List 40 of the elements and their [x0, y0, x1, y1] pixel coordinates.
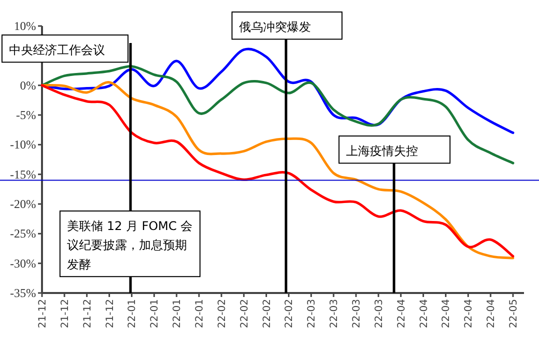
- note-box: 中央经济工作会议: [2, 34, 128, 63]
- x-tick-label: 22-04: [464, 299, 475, 328]
- y-tick-label: -15%: [10, 167, 36, 182]
- x-tick-label: 22-03: [306, 299, 318, 328]
- x-tick-label: 22-03: [352, 299, 362, 328]
- annotation: 俄乌冲突爆发: [239, 20, 311, 34]
- note-box: 俄乌冲突爆发: [232, 12, 342, 40]
- x-tick-label: 22-01: [127, 299, 138, 328]
- x-tick-label: 21-12: [60, 299, 71, 328]
- x-tick-label: 22-04: [486, 299, 498, 328]
- annotation: 美联储 12 月 FOMC 会议纪要披露，加息预期发酵: [67, 219, 193, 272]
- note-box: 上海疫情失控: [338, 136, 450, 164]
- x-tick-label: 22-04: [441, 299, 452, 328]
- x-tick-label: 22-05: [508, 299, 520, 328]
- y-tick-label: -30%: [10, 256, 36, 270]
- x-tick-label: 22-01: [150, 299, 161, 328]
- line-series: [40, 65, 514, 164]
- x-tick-label: 22-04: [418, 299, 430, 328]
- y-tick-label: -5%: [16, 108, 36, 122]
- x-tick-label: 22-03: [329, 299, 340, 328]
- y-tick-label: 0%: [20, 78, 36, 92]
- x-tick-label: 21-12: [104, 299, 116, 328]
- y-tick-label: 10%: [14, 19, 36, 33]
- y-tick-label: -25%: [10, 226, 36, 241]
- x-tick-label: 22-02: [216, 299, 228, 328]
- x-tick-label: 22-01: [194, 299, 206, 328]
- x-tick-label: 21-12: [38, 299, 48, 328]
- y-tick-label: -20%: [10, 197, 36, 211]
- x-tick-label: 22-02: [262, 299, 273, 328]
- y-tick-label: -35%: [10, 286, 36, 300]
- y-tick-label: -10%: [10, 138, 36, 152]
- note-box: 美联储 12 月 FOMC 会议纪要披露，加息预期发酵: [60, 210, 200, 278]
- x-tick-label: 21-12: [82, 299, 94, 328]
- x-tick-label: 22-02: [239, 299, 250, 328]
- x-tick-label: 22-04: [396, 299, 408, 328]
- annotation: 上海疫情失控: [346, 144, 418, 158]
- x-tick-label: 22-03: [374, 299, 385, 328]
- x-tick-label: 22-02: [284, 299, 296, 328]
- annotation: 中央经济工作会议: [9, 43, 105, 57]
- x-tick-label: 22-01: [172, 299, 184, 328]
